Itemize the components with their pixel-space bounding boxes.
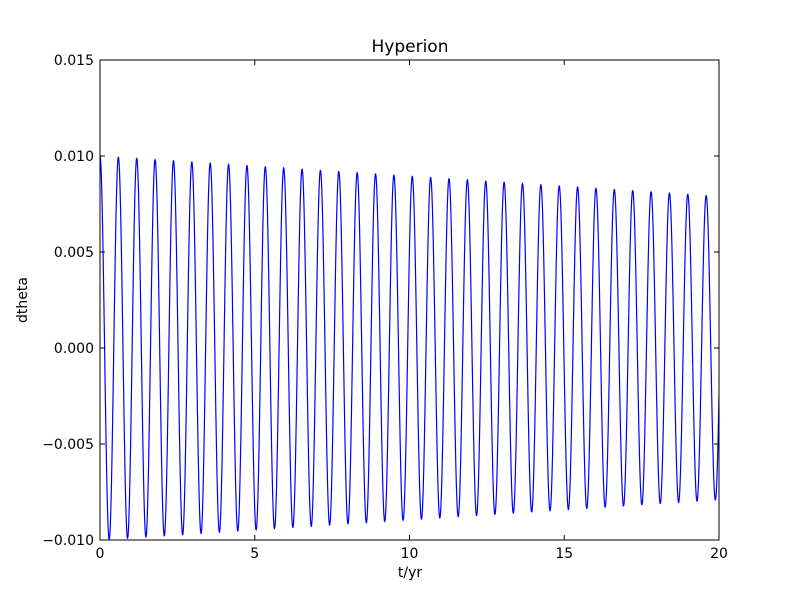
series-line: [100, 155, 719, 540]
y-tick-label: 0.010: [54, 149, 94, 165]
x-tick-label: 20: [710, 546, 728, 562]
y-tick-label: 0.000: [54, 341, 94, 357]
y-axis-label: dtheta: [15, 277, 31, 323]
x-axis-label: t/yr: [398, 565, 422, 581]
x-axis: 0 5 10 15 20: [96, 60, 728, 562]
chart-title: Hyperion: [372, 37, 449, 57]
y-tick-label: −0.005: [42, 437, 94, 453]
x-tick-label: 10: [401, 546, 419, 562]
y-axis: −0.010 −0.005 0.000 0.005 0.010 0.015: [42, 53, 719, 549]
x-tick-label: 5: [250, 546, 259, 562]
y-tick-label: −0.010: [42, 533, 94, 549]
x-tick-label: 15: [555, 546, 573, 562]
x-tick-label: 0: [96, 546, 105, 562]
y-tick-label: 0.015: [54, 53, 94, 69]
series-layer: [100, 155, 719, 540]
y-tick-label: 0.005: [54, 245, 94, 261]
